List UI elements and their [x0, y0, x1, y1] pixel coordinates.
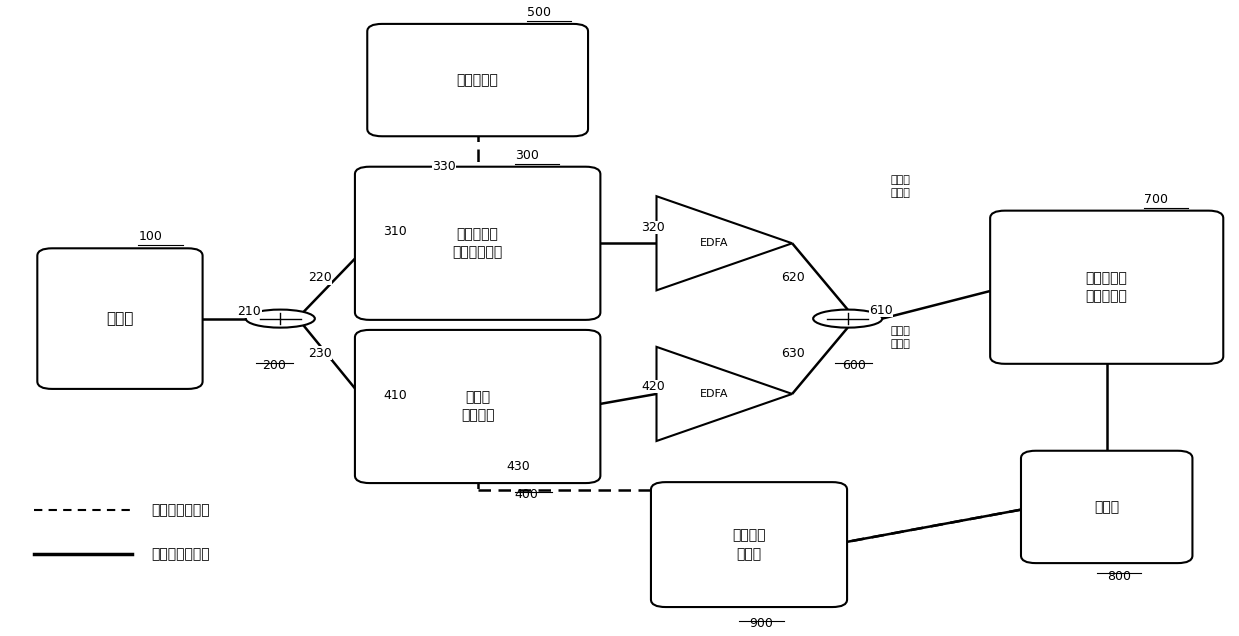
Text: 200: 200 [263, 359, 286, 373]
FancyBboxPatch shape [990, 211, 1223, 364]
Ellipse shape [813, 310, 882, 328]
FancyBboxPatch shape [1021, 451, 1192, 563]
Text: 410: 410 [383, 389, 406, 402]
Text: 单边带抑制
载波调制模块: 单边带抑制 载波调制模块 [452, 227, 503, 259]
FancyBboxPatch shape [367, 24, 589, 136]
FancyBboxPatch shape [354, 167, 601, 320]
Text: 620: 620 [782, 272, 805, 284]
Text: 矢量网络
分析仪: 矢量网络 分析仪 [732, 529, 766, 561]
Text: 激光器: 激光器 [107, 311, 134, 326]
Text: 单频布里渊
光纤激光器: 单频布里渊 光纤激光器 [1085, 271, 1127, 303]
Polygon shape [657, 347, 792, 441]
Text: 800: 800 [1106, 570, 1131, 583]
Text: 210: 210 [238, 305, 261, 317]
Text: 310: 310 [383, 226, 406, 238]
Text: 400: 400 [514, 488, 539, 501]
Text: 第一光
放大器: 第一光 放大器 [891, 175, 911, 198]
Text: 610: 610 [869, 304, 893, 317]
Text: EDFA: EDFA [700, 389, 729, 399]
Text: 630: 630 [782, 347, 805, 359]
Text: 500: 500 [527, 6, 551, 19]
Text: 光信号传输路径: 光信号传输路径 [151, 547, 209, 561]
Text: 220: 220 [309, 272, 332, 284]
Text: 微波信号源: 微波信号源 [457, 73, 498, 87]
Text: EDFA: EDFA [700, 238, 729, 248]
FancyBboxPatch shape [354, 330, 601, 483]
Text: 420: 420 [641, 380, 664, 393]
Polygon shape [657, 197, 792, 291]
Text: 600: 600 [843, 359, 866, 373]
FancyBboxPatch shape [650, 482, 847, 607]
FancyBboxPatch shape [37, 248, 203, 389]
Text: 100: 100 [139, 230, 162, 244]
Text: 电信号传输路径: 电信号传输路径 [151, 503, 209, 517]
Text: 300: 300 [514, 149, 539, 162]
Text: 430: 430 [507, 460, 530, 473]
Text: 探测器: 探测器 [1094, 500, 1119, 514]
Text: 320: 320 [641, 221, 664, 234]
Text: 700: 700 [1144, 193, 1167, 205]
Text: 330: 330 [432, 160, 456, 172]
Text: 900: 900 [750, 617, 773, 630]
Text: 第二光
放大器: 第二光 放大器 [891, 326, 911, 349]
Text: 230: 230 [309, 347, 332, 359]
Ellipse shape [245, 310, 315, 328]
Text: 单边带
调制模块: 单边带 调制模块 [461, 391, 494, 423]
